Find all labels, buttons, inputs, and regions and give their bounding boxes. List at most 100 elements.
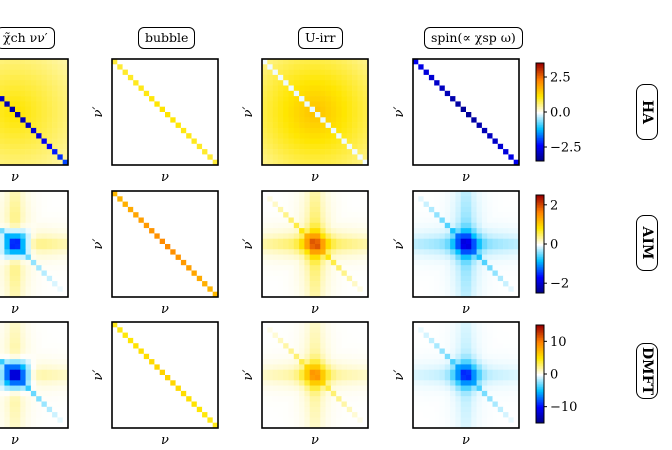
heatmap-cell [283, 80, 289, 86]
heatmap-cell [455, 390, 461, 397]
heatmap-cell [362, 412, 369, 418]
heatmap-cell [466, 96, 472, 102]
heatmap-cell [127, 275, 134, 282]
heatmap-cell [143, 80, 150, 86]
heatmap-cell [112, 64, 118, 70]
heatmap-cell [444, 222, 451, 229]
heatmap-cell [212, 74, 219, 81]
heatmap-cell [277, 353, 284, 360]
heatmap-cell [122, 90, 129, 97]
heatmap-cell [487, 343, 493, 349]
heatmap-cell [439, 406, 446, 413]
heatmap-cell [165, 133, 171, 139]
heatmap-cell [186, 101, 192, 107]
heatmap-cell [320, 275, 326, 282]
heatmap-cell [466, 80, 472, 86]
heatmap-cell [288, 422, 295, 429]
heatmap-cell [352, 375, 358, 381]
heatmap-cell [175, 138, 182, 145]
heatmap-cell [418, 159, 424, 166]
heatmap-cell [503, 106, 509, 113]
heatmap-cell [315, 96, 321, 102]
heatmap-cell [476, 159, 483, 166]
heatmap-cell [341, 228, 348, 234]
heatmap-cell [450, 233, 456, 239]
heatmap-cell [423, 228, 430, 234]
heatmap-cell [4, 343, 10, 349]
heatmap-cell [325, 191, 332, 197]
heatmap-cell [413, 401, 419, 408]
heatmap-cell [143, 196, 150, 202]
heatmap-cell [413, 259, 419, 266]
heatmap-cell [336, 270, 342, 277]
heatmap-cell [293, 244, 300, 250]
heatmap-cell [143, 133, 150, 139]
heatmap-cell [330, 138, 337, 145]
heatmap-cell [170, 222, 176, 229]
heatmap-cell [15, 96, 21, 102]
heatmap-cell [0, 238, 5, 245]
heatmap-cell [460, 212, 467, 218]
heatmap-cell [283, 222, 289, 229]
heatmap-cell [487, 259, 493, 266]
heatmap-cell [299, 206, 305, 213]
heatmap-cell [418, 122, 424, 129]
heatmap-cell [15, 74, 21, 81]
heatmap-cell [170, 149, 176, 155]
heatmap-cell [159, 390, 166, 397]
heatmap-cell [439, 385, 446, 392]
heatmap-cell [450, 191, 456, 197]
heatmap-cell [299, 96, 305, 102]
heatmap-cell [267, 390, 273, 397]
heatmap-cell [175, 259, 182, 266]
heatmap-cell [320, 406, 326, 413]
heatmap-cell [460, 196, 467, 202]
heatmap-cell [330, 149, 337, 155]
heatmap-cell [277, 233, 284, 239]
heatmap-cell [497, 327, 504, 333]
heatmap-cell [196, 359, 203, 365]
heatmap-cell [357, 64, 363, 70]
heatmap-cell [52, 364, 58, 370]
heatmap-cell [293, 138, 300, 145]
heatmap-cell [20, 281, 26, 287]
heatmap-cell [0, 353, 5, 360]
heatmap-cell [455, 159, 461, 166]
heatmap-cell [476, 291, 483, 298]
heatmap-cell [41, 396, 48, 402]
heatmap-cell [15, 143, 21, 150]
heatmap-cell [341, 275, 348, 282]
heatmap-cell [288, 69, 295, 76]
heatmap-cell [41, 359, 48, 365]
heatmap-cell [444, 149, 451, 155]
heatmap-cell [127, 149, 134, 155]
heatmap-cell [487, 359, 493, 365]
heatmap-cell [30, 348, 37, 355]
heatmap-cell [57, 396, 63, 402]
heatmap-cell [180, 149, 187, 155]
heatmap-cell [0, 270, 5, 277]
heatmap-cell [455, 228, 461, 234]
heatmap-cell [439, 343, 446, 349]
heatmap-cell [304, 412, 310, 418]
heatmap-cell [9, 59, 16, 65]
heatmap-cell [304, 281, 310, 287]
heatmap-cell [330, 233, 337, 239]
heatmap-cell [341, 217, 348, 224]
heatmap-cell [444, 359, 451, 365]
heatmap-cell [202, 201, 208, 208]
heatmap-cell [413, 217, 419, 224]
heatmap-cell [492, 369, 499, 376]
heatmap-cell [315, 417, 321, 423]
heatmap-cell [503, 112, 509, 118]
heatmap-cell [450, 343, 456, 349]
heatmap-cell [186, 69, 192, 76]
heatmap-cell [471, 343, 477, 349]
heatmap-cell [508, 348, 514, 355]
heatmap-cell [262, 337, 268, 344]
heatmap-cell [418, 332, 424, 339]
heatmap-cell [346, 64, 353, 70]
heatmap-cell [320, 122, 326, 129]
heatmap-cell [357, 353, 363, 360]
heatmap-cell [357, 249, 363, 255]
